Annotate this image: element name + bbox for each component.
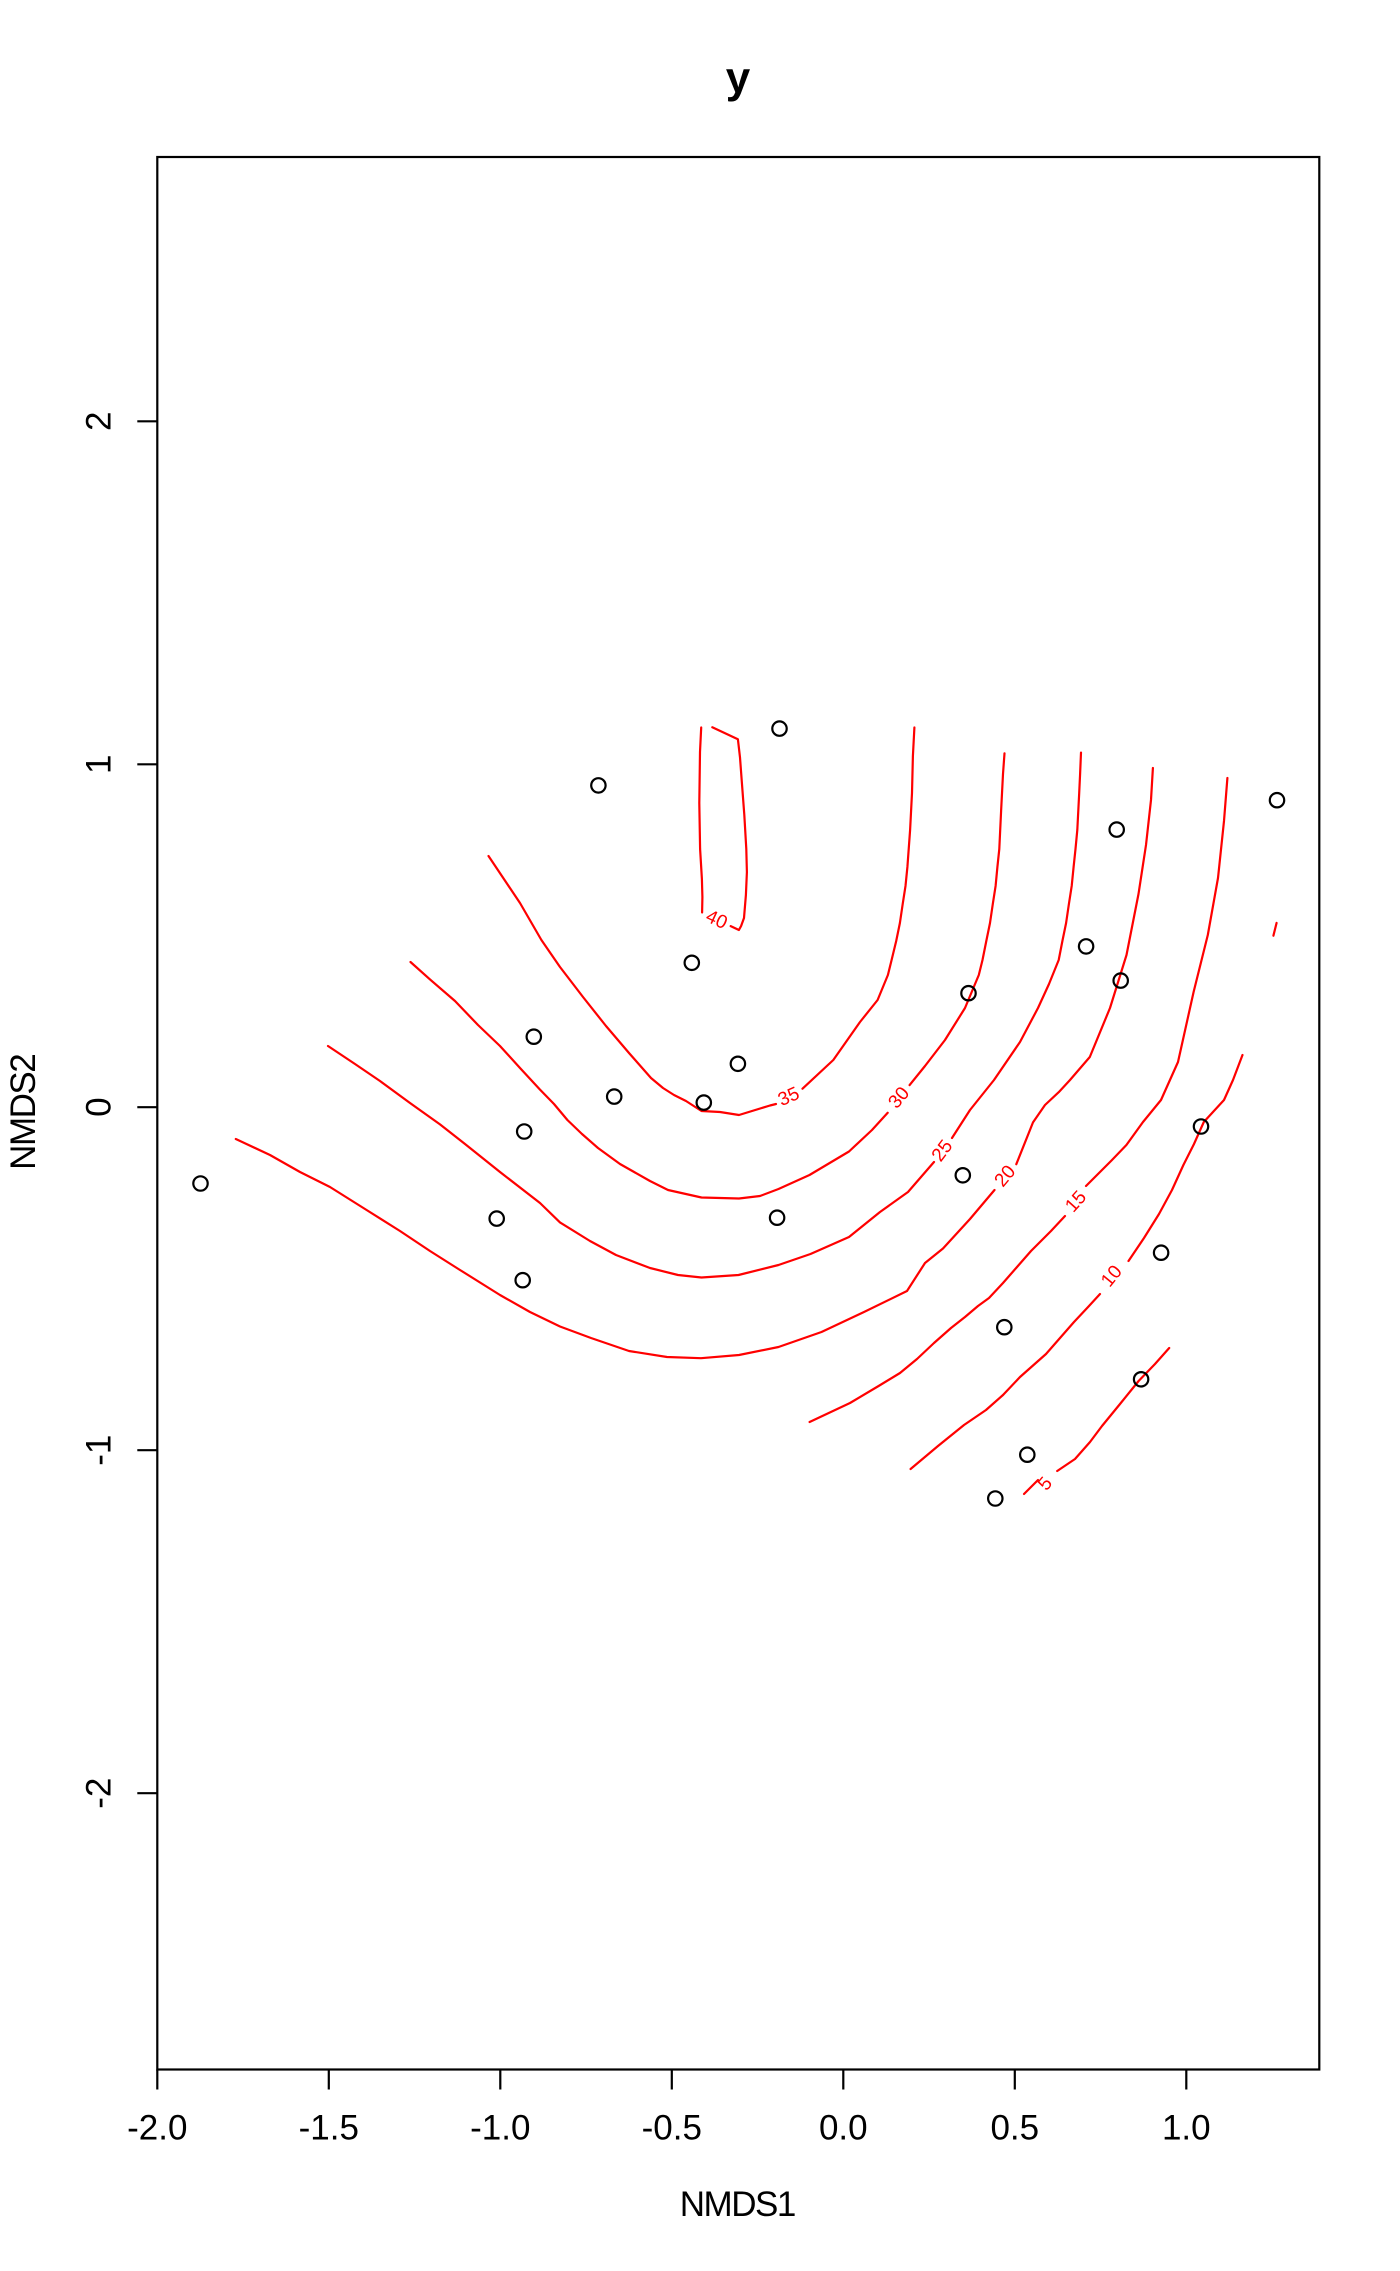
- svg-text:0: 0: [80, 1097, 119, 1116]
- svg-text:0.5: 0.5: [990, 2109, 1039, 2148]
- svg-text:-2: -2: [80, 1778, 119, 1809]
- svg-text:-1.0: -1.0: [470, 2109, 530, 2148]
- svg-text:NMDS2: NMDS2: [4, 1055, 43, 1170]
- svg-text:1: 1: [80, 755, 119, 774]
- svg-text:1.0: 1.0: [1162, 2109, 1211, 2148]
- svg-text:y: y: [726, 54, 751, 103]
- svg-text:NMDS1: NMDS1: [680, 2185, 795, 2224]
- svg-text:2: 2: [80, 412, 119, 431]
- svg-text:0.0: 0.0: [819, 2109, 868, 2148]
- svg-text:-1.5: -1.5: [299, 2109, 359, 2148]
- svg-text:-0.5: -0.5: [642, 2109, 702, 2148]
- svg-text:-1: -1: [80, 1435, 119, 1466]
- svg-text:-2.0: -2.0: [127, 2109, 187, 2148]
